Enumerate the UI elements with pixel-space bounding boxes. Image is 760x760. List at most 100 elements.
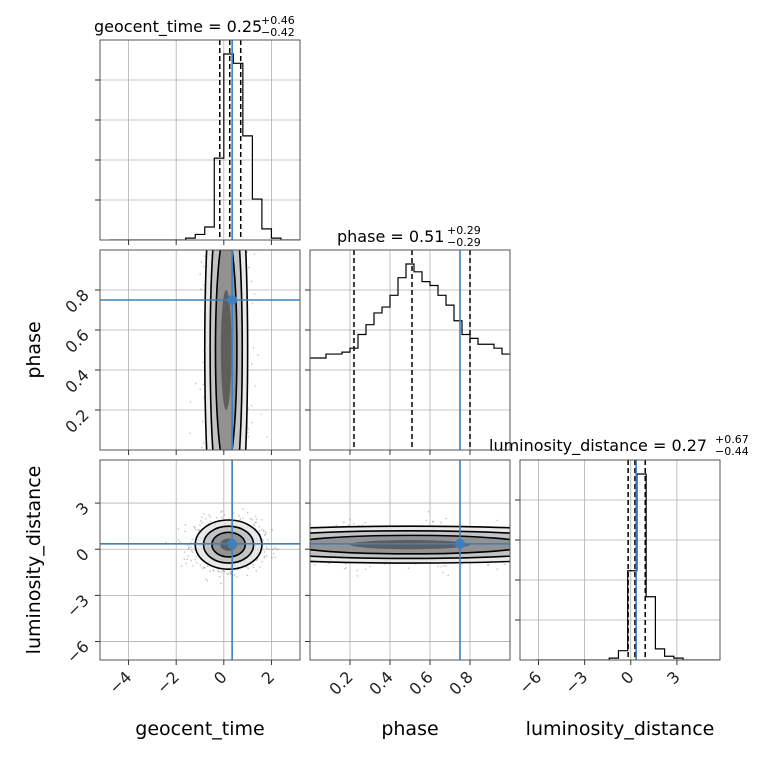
scatter-point bbox=[266, 436, 268, 438]
scatter-point bbox=[239, 518, 242, 520]
scatter-point bbox=[201, 446, 203, 449]
scatter-point bbox=[258, 525, 261, 528]
scatter-point bbox=[212, 569, 215, 571]
scatter-point bbox=[203, 284, 205, 286]
scatter-point bbox=[204, 578, 207, 581]
scatter-point bbox=[255, 521, 258, 524]
scatter-point bbox=[487, 564, 490, 566]
scatter-point bbox=[256, 558, 259, 560]
scatter-point bbox=[187, 547, 190, 550]
scatter-point bbox=[203, 566, 205, 569]
scatter-point bbox=[189, 432, 191, 435]
scatter-point bbox=[496, 519, 499, 522]
y-tick-label: 0.8 bbox=[61, 285, 92, 316]
scatter-point bbox=[247, 567, 249, 570]
scatter-point bbox=[273, 552, 275, 555]
x-tick-label: 0.2 bbox=[325, 667, 356, 698]
scatter-point bbox=[252, 346, 255, 349]
scatter-point bbox=[356, 575, 359, 577]
scatter-point bbox=[250, 404, 253, 407]
scatter-point bbox=[194, 528, 196, 530]
scatter-point bbox=[186, 558, 189, 560]
scatter-point bbox=[245, 566, 248, 568]
scatter-point bbox=[267, 539, 269, 541]
scatter-point bbox=[217, 569, 219, 572]
scatter-point bbox=[258, 566, 261, 568]
scatter-point bbox=[232, 512, 235, 514]
scatter-point bbox=[251, 421, 253, 424]
panel-luminosity_distance-vs-geocent_time: −4 −2 0 2 −6 −3 0 3 bbox=[63, 459, 301, 698]
histogram-step bbox=[310, 263, 510, 359]
scatter-point bbox=[217, 571, 220, 573]
scatter-point bbox=[261, 519, 263, 521]
scatter-point bbox=[247, 428, 249, 430]
scatter-point bbox=[202, 361, 204, 364]
scatter-point bbox=[407, 567, 410, 569]
scatter-point bbox=[247, 435, 250, 438]
x-tick-label: 0.8 bbox=[445, 667, 476, 698]
scatter-point bbox=[255, 559, 258, 562]
y-tick-label: −3 bbox=[63, 591, 93, 621]
panel-frame bbox=[99, 39, 301, 241]
scatter-point bbox=[209, 520, 212, 523]
scatter-point bbox=[203, 513, 205, 515]
scatter-point bbox=[216, 516, 218, 519]
scatter-point bbox=[344, 563, 347, 565]
scatter-point bbox=[262, 529, 265, 531]
scatter-point bbox=[192, 525, 195, 528]
scatter-point bbox=[361, 524, 364, 526]
xlabel-luminosity-distance: luminosity_distance bbox=[526, 718, 715, 740]
scatter-point bbox=[254, 385, 256, 387]
x-tick-label: 0.6 bbox=[405, 667, 436, 698]
scatter-point bbox=[254, 515, 257, 518]
contour-line bbox=[209, 250, 244, 450]
panel-frame bbox=[99, 249, 301, 451]
scatter-point bbox=[496, 568, 499, 570]
scatter-point bbox=[247, 431, 249, 434]
scatter-point bbox=[253, 523, 255, 526]
x-tick-label: −4 bbox=[105, 667, 135, 697]
scatter-point bbox=[202, 567, 204, 569]
scatter-point bbox=[199, 273, 201, 276]
scatter-point bbox=[266, 547, 269, 550]
scatter-point bbox=[228, 571, 231, 573]
scatter-point bbox=[440, 566, 442, 568]
scatter-point bbox=[271, 528, 274, 531]
scatter-point bbox=[220, 582, 222, 585]
scatter-point bbox=[202, 383, 205, 386]
scatter-point bbox=[206, 565, 209, 568]
x-tick-label: −6 bbox=[515, 667, 545, 697]
scatter-point bbox=[192, 565, 194, 567]
scatter-point bbox=[177, 538, 180, 541]
x-tick-label: 0.4 bbox=[365, 667, 396, 698]
scatter-point bbox=[248, 266, 250, 269]
title-geocent-time-plus: +0.46 bbox=[261, 14, 295, 27]
scatter-point bbox=[246, 574, 248, 577]
scatter-point bbox=[223, 514, 226, 516]
scatter-point bbox=[185, 562, 187, 565]
scatter-point bbox=[200, 288, 202, 290]
scatter-point bbox=[201, 420, 204, 423]
contour-line bbox=[310, 529, 510, 560]
panel-phase-vs-geocent_time: 0.2 0.4 0.6 0.8 bbox=[61, 249, 301, 455]
scatter-point bbox=[253, 293, 256, 295]
scatter-point bbox=[254, 521, 257, 524]
scatter-point bbox=[219, 511, 222, 514]
scatter-point bbox=[345, 567, 348, 569]
scatter-point bbox=[427, 510, 430, 513]
scatter-point bbox=[353, 522, 355, 525]
scatter-point bbox=[447, 574, 450, 577]
scatter-point bbox=[255, 570, 258, 572]
scatter-point bbox=[196, 528, 198, 531]
scatter-point bbox=[257, 354, 260, 356]
scatter-point bbox=[328, 562, 330, 565]
scatter-point bbox=[262, 530, 265, 533]
scatter-point bbox=[179, 540, 181, 543]
scatter-point bbox=[246, 251, 248, 253]
panel-luminosity_distance-vs-luminosity_distance: −6 −3 0 3 bbox=[515, 459, 721, 698]
scatter-point bbox=[229, 572, 232, 575]
scatter-point bbox=[242, 508, 244, 510]
scatter-point bbox=[260, 413, 263, 416]
scatter-point bbox=[190, 546, 192, 548]
scatter-point bbox=[252, 563, 254, 566]
